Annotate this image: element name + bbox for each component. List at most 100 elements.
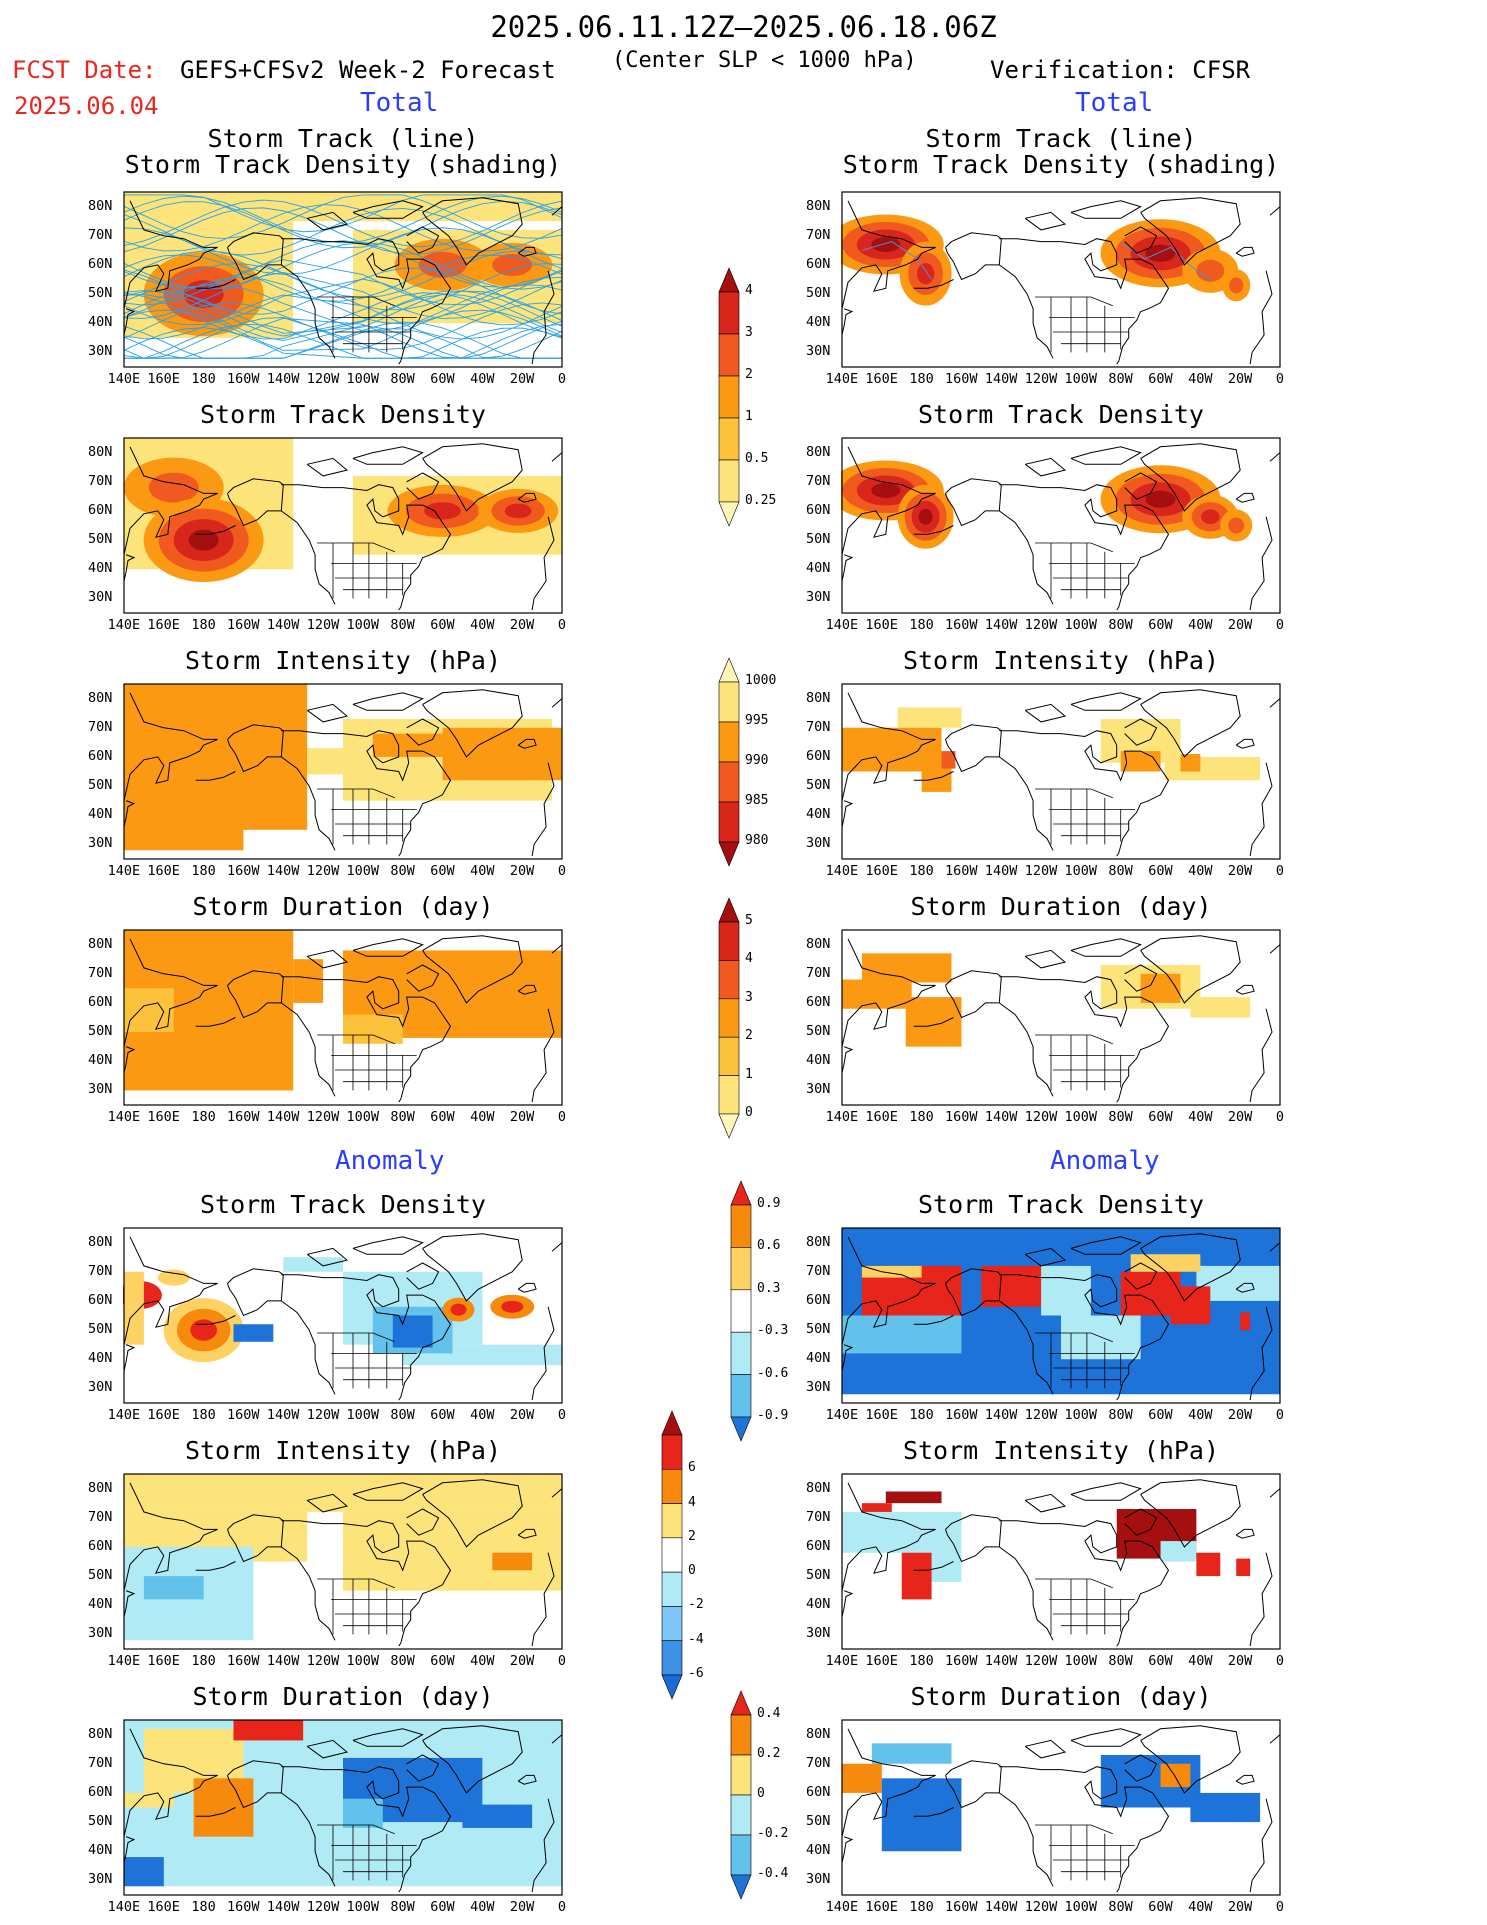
lon-tick-label: 40W — [470, 1407, 494, 1423]
lat-tick-label: 70N — [88, 1263, 112, 1279]
lat-tick-label: 80N — [88, 936, 112, 952]
fcst-date-value: 2025.06.04 — [14, 92, 159, 120]
lon-tick-label: 140E — [826, 371, 859, 387]
vr-anom-intensity-map — [841, 1473, 1281, 1650]
lon-tick-label: 120W — [1025, 863, 1058, 879]
lat-tick-label: 70N — [88, 227, 112, 243]
lon-tick-label: 120W — [307, 1109, 340, 1125]
lon-tick-label: 180 — [191, 1407, 215, 1423]
lon-tick-label: 180 — [909, 1407, 933, 1423]
lon-tick-label: 160E — [147, 863, 180, 879]
lon-tick-label: 40W — [470, 1653, 494, 1669]
lon-tick-label: 180 — [909, 1653, 933, 1669]
lon-tick-label: 140W — [985, 1899, 1018, 1915]
lon-tick-label: 180 — [191, 1109, 215, 1125]
lon-tick-label: 180 — [191, 1653, 215, 1669]
lon-tick-label: 40W — [1188, 371, 1212, 387]
lat-tick-label: 40N — [88, 1350, 112, 1366]
lon-tick-label: 140E — [826, 863, 859, 879]
lon-tick-label: 160E — [865, 617, 898, 633]
lat-tick-label: 30N — [88, 1871, 112, 1887]
lon-tick-label: 160W — [227, 1407, 260, 1423]
duration-tick-label: 0 — [745, 1105, 753, 1120]
lat-tick-label: 30N — [88, 589, 112, 605]
anom-intensity-colorbar — [661, 1410, 683, 1700]
lon-tick-label: 20W — [1228, 863, 1252, 879]
lat-tick-label: 50N — [806, 1023, 830, 1039]
lat-tick-label: 30N — [806, 1871, 830, 1887]
lat-tick-label: 50N — [806, 531, 830, 547]
lon-tick-label: 20W — [510, 1407, 534, 1423]
lat-tick-label: 50N — [806, 285, 830, 301]
anom-intensity-tick-label: 0 — [688, 1563, 696, 1578]
lat-tick-label: 50N — [88, 285, 112, 301]
lon-tick-label: 180 — [909, 617, 933, 633]
lon-tick-label: 60W — [1148, 1899, 1172, 1915]
duration-tick-label: 1 — [745, 1067, 753, 1082]
lon-tick-label: 20W — [1228, 371, 1252, 387]
lat-tick-label: 40N — [806, 314, 830, 330]
fc-anom-duration-title-1: Storm Duration (day) — [119, 1682, 567, 1711]
lon-tick-label: 80W — [390, 1653, 414, 1669]
lon-tick-label: 20W — [510, 1899, 534, 1915]
lat-tick-label: 80N — [806, 1726, 830, 1742]
lon-tick-label: 100W — [347, 1653, 380, 1669]
anom-density-tick-label: -0.6 — [757, 1366, 788, 1381]
lon-tick-label: 120W — [307, 1899, 340, 1915]
lon-tick-label: 0 — [1276, 863, 1284, 879]
lon-tick-label: 120W — [307, 617, 340, 633]
lat-tick-label: 50N — [88, 1813, 112, 1829]
lon-tick-label: 0 — [558, 1407, 566, 1423]
lat-tick-label: 40N — [88, 1842, 112, 1858]
lon-tick-label: 160W — [945, 1407, 978, 1423]
lat-tick-label: 40N — [88, 1052, 112, 1068]
lon-tick-label: 160E — [865, 1407, 898, 1423]
lat-tick-label: 60N — [88, 256, 112, 272]
lon-tick-label: 180 — [191, 617, 215, 633]
lon-tick-label: 80W — [390, 1109, 414, 1125]
lon-tick-label: 140E — [108, 863, 141, 879]
lon-tick-label: 140W — [267, 371, 300, 387]
anom-intensity-tick-label: 2 — [688, 1529, 696, 1544]
lon-tick-label: 160W — [945, 617, 978, 633]
lon-tick-label: 40W — [1188, 1407, 1212, 1423]
anom-density-tick-label: 0.9 — [757, 1196, 780, 1211]
lon-tick-label: 0 — [558, 1899, 566, 1915]
lon-tick-label: 40W — [1188, 617, 1212, 633]
fc-duration-title-1: Storm Duration (day) — [119, 892, 567, 921]
fc-density-map — [123, 437, 563, 614]
lon-tick-label: 80W — [1108, 1407, 1132, 1423]
lat-tick-label: 80N — [88, 444, 112, 460]
lat-tick-label: 60N — [88, 1538, 112, 1554]
lon-tick-label: 160E — [865, 1653, 898, 1669]
lat-tick-label: 80N — [806, 1480, 830, 1496]
anom-intensity-tick-label: -4 — [688, 1632, 704, 1647]
intensity-tick-label: 1000 — [745, 673, 776, 688]
lat-tick-label: 40N — [806, 560, 830, 576]
lat-tick-label: 60N — [88, 748, 112, 764]
fc-intensity-map — [123, 683, 563, 860]
lat-tick-label: 40N — [806, 1842, 830, 1858]
lon-tick-label: 0 — [558, 617, 566, 633]
lon-tick-label: 60W — [1148, 1407, 1172, 1423]
lat-tick-label: 80N — [806, 444, 830, 460]
anom-duration-tick-label: 0 — [757, 1786, 765, 1801]
lon-tick-label: 180 — [909, 1899, 933, 1915]
lon-tick-label: 180 — [191, 863, 215, 879]
lat-tick-label: 50N — [806, 777, 830, 793]
lat-tick-label: 70N — [88, 1755, 112, 1771]
lon-tick-label: 160W — [227, 863, 260, 879]
lon-tick-label: 40W — [470, 371, 494, 387]
lat-tick-label: 60N — [806, 1784, 830, 1800]
lat-tick-label: 70N — [806, 965, 830, 981]
vr-density-map — [841, 437, 1281, 614]
lon-tick-label: 0 — [1276, 1407, 1284, 1423]
lon-tick-label: 100W — [347, 863, 380, 879]
verification-label: Verification: CFSR — [990, 56, 1250, 84]
fc-track-title-2: Storm Track Density (shading) — [119, 150, 567, 179]
lon-tick-label: 80W — [1108, 1899, 1132, 1915]
lon-tick-label: 140W — [267, 863, 300, 879]
lat-tick-label: 60N — [88, 502, 112, 518]
lon-tick-label: 120W — [307, 1407, 340, 1423]
anom-intensity-tick-label: -6 — [688, 1666, 704, 1681]
